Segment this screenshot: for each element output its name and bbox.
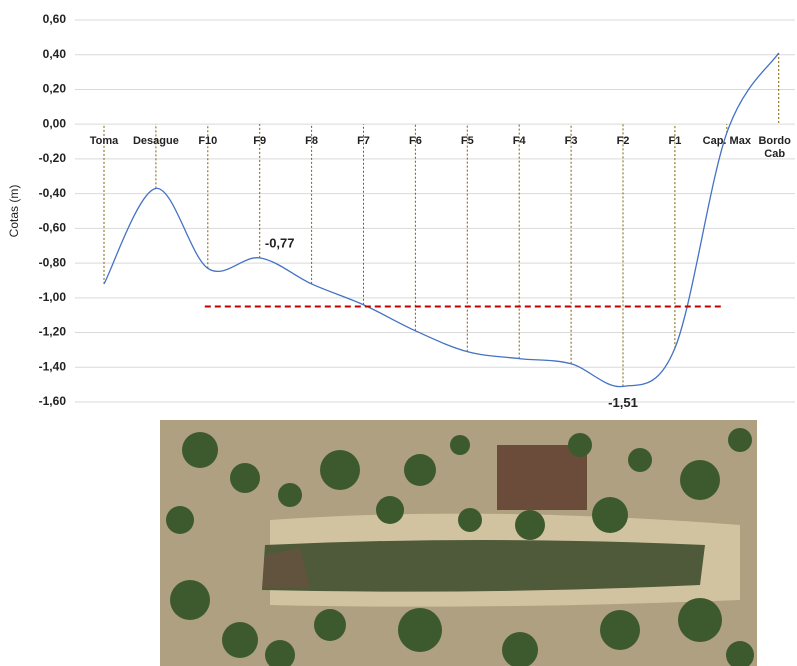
series-line bbox=[104, 53, 779, 387]
x-tick-label: F6 bbox=[390, 135, 440, 148]
y-tick-label: 0,00 bbox=[43, 116, 67, 130]
x-tick-label: F3 bbox=[546, 135, 596, 148]
plot: -1,60 -1,40 -1,20 -1,00 -0,80 -0,60 -0,40 -0,20… bbox=[39, 12, 795, 410]
y-tick-label: 0,40 bbox=[43, 47, 67, 61]
x-tick-label: F4 bbox=[494, 135, 544, 148]
y-tick-label: -1,00 bbox=[39, 290, 67, 304]
y-tick-label: -0,60 bbox=[39, 221, 67, 235]
x-tick-label: F9 bbox=[235, 135, 285, 148]
photo-pond bbox=[262, 540, 705, 592]
data-label: -0,77 bbox=[265, 235, 295, 250]
x-tick-label: Toma bbox=[79, 135, 129, 148]
x-tick-label: F5 bbox=[442, 135, 492, 148]
x-tick-label: F10 bbox=[183, 135, 233, 148]
aerial-photo bbox=[160, 420, 757, 666]
x-tick-label: Bordo Cab bbox=[750, 135, 797, 161]
y-tick-label: -1,40 bbox=[39, 359, 67, 373]
y-tick-label: -0,20 bbox=[39, 151, 67, 165]
x-tick-label: F2 bbox=[598, 135, 648, 148]
y-tick-label: 0,20 bbox=[43, 82, 67, 96]
chart: Cotas (m) -1,60 -1,40 -1,20 -1,00 -0,80 -0,60… bbox=[0, 0, 797, 666]
y-tick-label: -0,80 bbox=[39, 255, 67, 269]
x-tick-label: Desague bbox=[131, 135, 181, 148]
y-tick-label: -1,60 bbox=[39, 394, 67, 408]
x-tick-label: F8 bbox=[287, 135, 337, 148]
x-tick-label: F1 bbox=[650, 135, 700, 148]
y-tick-label: 0,60 bbox=[43, 12, 67, 26]
y-axis-label: Cotas (m) bbox=[7, 185, 21, 238]
data-label: -1,51 bbox=[608, 395, 638, 410]
y-tick-label: -1,20 bbox=[39, 325, 67, 339]
page: {"chart_data": {"type": "line", "y_label… bbox=[0, 0, 797, 666]
x-tick-label: Cap. Max bbox=[702, 135, 752, 148]
y-tick-label: -0,40 bbox=[39, 186, 67, 200]
x-tick-label: F7 bbox=[339, 135, 389, 148]
